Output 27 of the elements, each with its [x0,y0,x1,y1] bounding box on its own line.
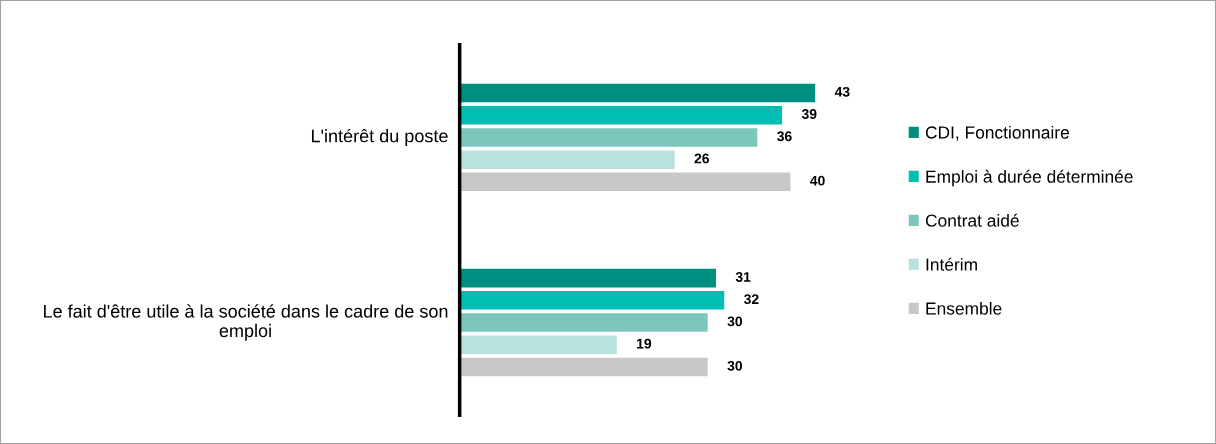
legend-label: Ensemble [926,301,1002,315]
bar [459,172,791,192]
data-label: 40 [810,175,825,186]
data-label: 30 [727,360,743,371]
bar [459,150,675,169]
bar [459,313,708,332]
bar [459,128,758,147]
data-label: 31 [735,272,751,282]
data-label: 32 [744,294,759,305]
bar [459,291,725,310]
bar [459,357,708,377]
legend-label: Intérim [926,257,977,271]
data-label: 19 [637,338,652,349]
bar [459,83,816,103]
bar [459,268,716,288]
data-label: 43 [834,86,850,97]
y-tick-label: Le fait d'être utile à la société dans le cadre de son emploi [44,304,448,341]
bar [459,335,617,355]
legend-label: Contrat aidé [925,213,1019,227]
data-label: 30 [727,316,743,327]
data-label: 36 [777,131,792,142]
data-label: 26 [694,153,710,164]
data-label: 39 [801,109,817,119]
legend-label: CDI, Fonctionnaire [925,125,1069,141]
legend-label: Emploi à durée déterminée [926,169,1133,187]
y-tick-label: L'intérêt du poste [311,128,448,146]
bar [459,105,783,125]
